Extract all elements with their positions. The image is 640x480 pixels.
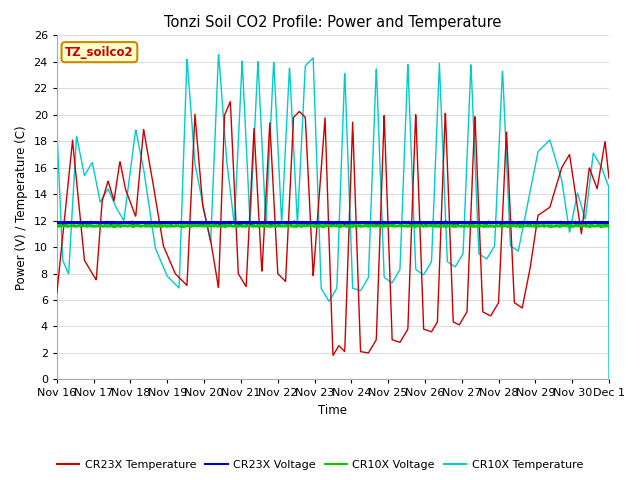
X-axis label: Time: Time <box>319 404 348 417</box>
CR23X Temperature <box>227 99 234 105</box>
CR23X Voltage <box>291 219 298 225</box>
Line: CR10X Temperature: CR10X Temperature <box>57 55 609 379</box>
CR23X Temperature <box>53 290 61 296</box>
Text: TZ_soilco2: TZ_soilco2 <box>65 46 134 59</box>
CR10X Temperature <box>589 152 597 158</box>
CR10X Temperature <box>322 293 330 299</box>
CR10X Temperature <box>488 248 496 253</box>
CR23X Voltage <box>307 220 315 226</box>
CR10X Voltage <box>589 223 597 229</box>
CR10X Voltage <box>53 223 61 229</box>
CR23X Temperature <box>81 258 89 264</box>
CR10X Temperature <box>589 150 597 156</box>
CR23X Temperature <box>605 175 613 181</box>
CR10X Voltage <box>81 223 89 229</box>
CR10X Voltage <box>605 224 613 229</box>
CR23X Temperature <box>589 176 597 181</box>
Legend: CR23X Temperature, CR23X Voltage, CR10X Voltage, CR10X Temperature: CR23X Temperature, CR23X Voltage, CR10X … <box>52 456 588 474</box>
CR23X Voltage <box>322 219 330 225</box>
Line: CR23X Voltage: CR23X Voltage <box>57 222 609 224</box>
CR23X Voltage <box>605 219 613 225</box>
CR10X Voltage <box>322 223 330 229</box>
CR23X Temperature <box>488 311 496 316</box>
CR10X Voltage <box>180 224 188 229</box>
CR23X Voltage <box>247 221 255 227</box>
CR10X Temperature <box>307 57 315 63</box>
CR23X Temperature <box>329 352 337 358</box>
CR10X Voltage <box>408 222 415 228</box>
Title: Tonzi Soil CO2 Profile: Power and Temperature: Tonzi Soil CO2 Profile: Power and Temper… <box>164 15 502 30</box>
CR23X Voltage <box>488 219 496 225</box>
CR10X Voltage <box>307 223 315 228</box>
CR23X Voltage <box>589 220 597 226</box>
CR10X Voltage <box>589 223 597 229</box>
Line: CR23X Temperature: CR23X Temperature <box>57 102 609 355</box>
Y-axis label: Power (V) / Temperature (C): Power (V) / Temperature (C) <box>15 125 28 290</box>
CR10X Temperature <box>605 376 613 382</box>
CR10X Voltage <box>488 223 496 229</box>
CR23X Voltage <box>589 220 597 226</box>
CR10X Temperature <box>53 125 61 131</box>
CR23X Temperature <box>307 228 315 234</box>
Line: CR10X Voltage: CR10X Voltage <box>57 225 609 227</box>
CR23X Voltage <box>81 220 89 226</box>
CR23X Temperature <box>322 132 330 137</box>
CR23X Voltage <box>53 220 61 226</box>
CR10X Temperature <box>215 52 223 58</box>
CR23X Temperature <box>589 176 597 182</box>
CR10X Temperature <box>81 172 89 178</box>
